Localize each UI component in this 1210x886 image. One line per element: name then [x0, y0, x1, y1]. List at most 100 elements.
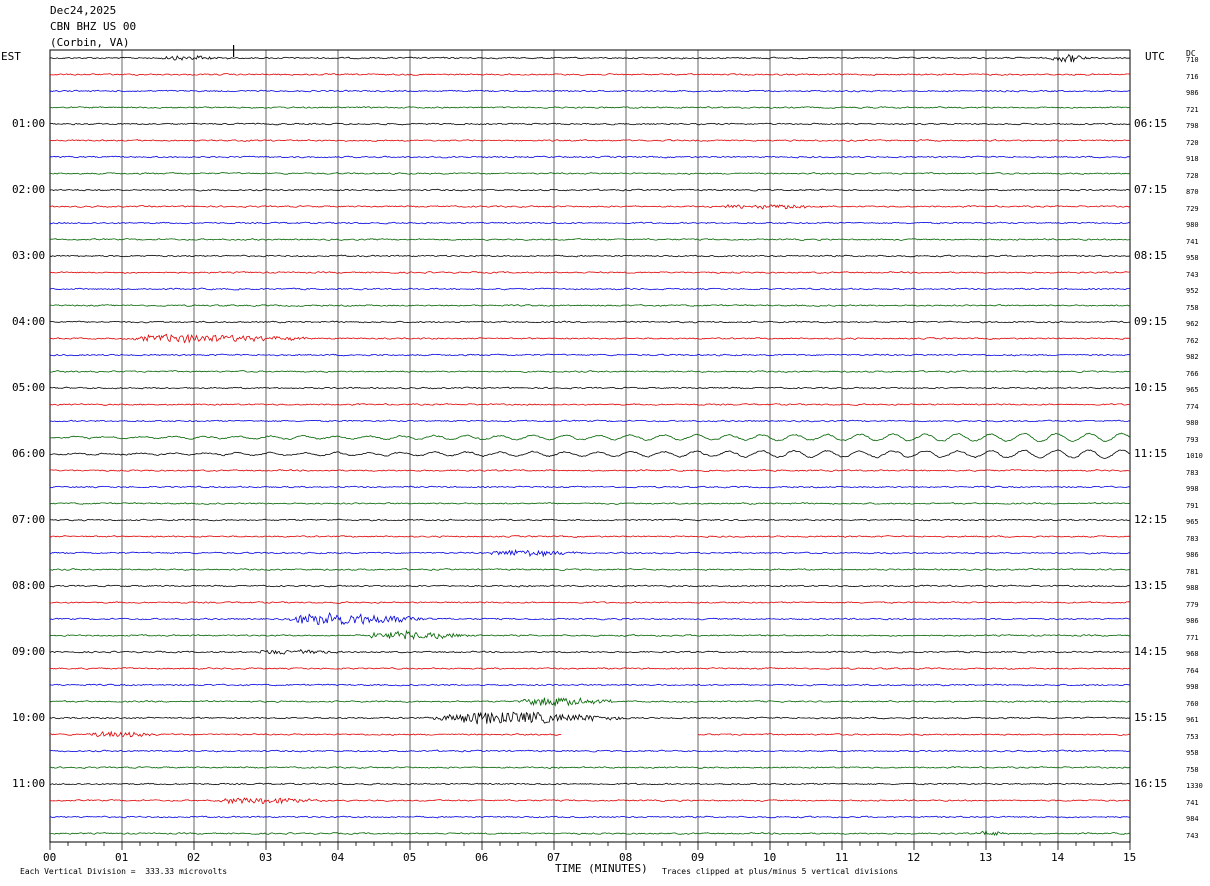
x-axis-label: TIME (MINUTES) [555, 862, 648, 875]
trace-row [49, 629, 1131, 641]
dc-offset-label: 720 [1186, 138, 1199, 147]
left-hour-label: 11:00 [12, 777, 46, 790]
dc-offset-label: 791 [1186, 501, 1199, 510]
left-hour-label: 09:00 [12, 645, 46, 658]
trace-row [49, 221, 1131, 225]
x-tick-label: 04 [331, 851, 345, 864]
plot-frame [49, 49, 1131, 843]
trace-row [49, 485, 1131, 489]
x-tick-label: 01 [115, 851, 129, 864]
x-tick-label: 11 [835, 851, 849, 864]
x-tick-label: 13 [979, 851, 993, 864]
dc-offset-label: 741 [1186, 237, 1199, 246]
x-tick-label: 12 [907, 851, 921, 864]
trace-row [50, 271, 1131, 274]
dc-offset-label: 984 [1186, 815, 1199, 823]
dc-offset-label: 918 [1186, 155, 1199, 163]
right-hour-label: 14:15 [1134, 645, 1168, 658]
right-timezone: UTC [1145, 50, 1165, 63]
left-hour-label: 08:00 [12, 579, 46, 592]
trace-row [49, 172, 1131, 175]
trace-row [49, 188, 1131, 192]
dc-offset-label: 986 [1186, 551, 1199, 559]
trace-row [49, 649, 1131, 655]
trace-row [49, 403, 1131, 406]
trace-row [49, 815, 1131, 819]
dc-offset-label: 952 [1186, 287, 1199, 295]
right-hour-label: 07:15 [1134, 183, 1168, 196]
dc-offset-label: 710 [1186, 56, 1199, 64]
dc-offset-label: 962 [1186, 320, 1199, 328]
trace-row [50, 304, 1131, 307]
dc-offset-label: 743 [1186, 831, 1199, 840]
left-timezone: EST [1, 50, 21, 63]
trace-row [49, 766, 1131, 769]
trace-row [49, 696, 1131, 707]
trace-row [50, 449, 1131, 459]
left-hour-label: 02:00 [12, 183, 46, 196]
trace-row [49, 122, 1131, 126]
header-date: Dec24,2025 [50, 4, 117, 17]
trace-row [49, 518, 1131, 522]
trace-row [49, 203, 1131, 210]
trace-row [49, 797, 1131, 805]
right-hour-label: 16:15 [1134, 777, 1168, 790]
trace-row [49, 106, 1131, 109]
dc-header: DC [1186, 49, 1196, 58]
dc-offset-label: 783 [1186, 534, 1199, 543]
dc-offset-label: 1010 [1186, 452, 1203, 460]
dc-offset-label: 774 [1186, 402, 1199, 411]
dc-offset-label: 965 [1186, 518, 1199, 526]
x-tick-label: 07 [547, 851, 561, 864]
trace-row [49, 89, 1131, 93]
x-tick-label: 10 [763, 851, 777, 864]
trace-row [49, 601, 1131, 604]
trace-row [49, 711, 1131, 725]
right-hour-label: 13:15 [1134, 579, 1168, 592]
trace-row [49, 469, 1131, 472]
right-hour-label: 10:15 [1134, 381, 1168, 394]
trace-row [50, 139, 1131, 142]
header-station: CBN BHZ US 00 [50, 20, 137, 33]
right-hour-label: 11:15 [1134, 447, 1168, 460]
dc-offset-label: 968 [1186, 650, 1199, 658]
trace-row [49, 155, 1131, 159]
x-tick-label: 15 [1123, 851, 1137, 864]
left-hour-label: 06:00 [12, 447, 46, 460]
dc-offset-label: 965 [1186, 386, 1199, 394]
dc-offset-label: 961 [1186, 716, 1199, 724]
right-hour-label: 12:15 [1134, 513, 1168, 526]
dc-offset-label: 798 [1186, 122, 1199, 130]
clip-note: Traces clipped at plus/minus 5 vertical … [662, 867, 899, 876]
dc-offset-label: 870 [1186, 188, 1199, 196]
trace-row [49, 73, 1131, 76]
dc-offset-label: 762 [1186, 336, 1199, 345]
dc-offset-label: 980 [1186, 419, 1199, 427]
dc-offset-label: 779 [1186, 600, 1199, 609]
trace-row [49, 683, 1131, 687]
dc-offset-label: 764 [1186, 666, 1199, 675]
dc-offset-label: 980 [1186, 221, 1199, 229]
trace-row [50, 730, 1131, 738]
dc-offset-label: 760 [1186, 699, 1199, 708]
trace-row [49, 353, 1131, 357]
dc-offset-label: 958 [1186, 749, 1199, 757]
trace-row [49, 419, 1130, 423]
scale-note: Each Vertical Division = 333.33 microvol… [20, 867, 228, 876]
left-hour-label: 10:00 [12, 711, 46, 724]
trace-row [49, 502, 1131, 505]
trace-row [49, 782, 1131, 786]
x-tick-label: 03 [259, 851, 273, 864]
trace-row [49, 829, 1131, 837]
trace-row [49, 432, 1131, 442]
trace-row [49, 749, 1131, 753]
dc-offset-label: 721 [1186, 105, 1199, 114]
right-hour-label: 09:15 [1134, 315, 1168, 328]
trace-row [49, 370, 1131, 373]
x-tick-label: 00 [43, 851, 57, 864]
trace-row [49, 333, 1131, 344]
x-tick-label: 02 [187, 851, 201, 864]
x-tick-label: 06 [475, 851, 489, 864]
dc-offset-label: 758 [1186, 765, 1199, 774]
